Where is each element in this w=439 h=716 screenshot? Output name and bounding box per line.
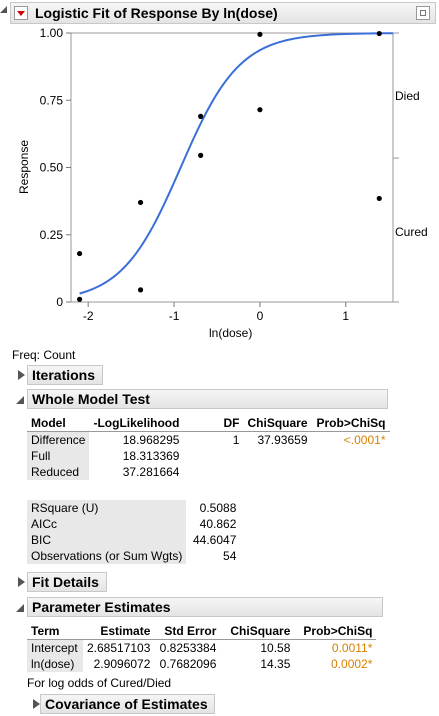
table-row: Reduced 37.281664 bbox=[27, 464, 390, 480]
stat-label: AICc bbox=[27, 516, 187, 532]
logistic-chart: -2 -1 0 1 0 0.25 0.50 0.75 1.00 bbox=[40, 26, 399, 323]
report-title: Logistic Fit of Response By ln(dose) bbox=[35, 5, 278, 21]
header-prob: Prob>ChiSq bbox=[311, 415, 390, 432]
stat-label: RSquare (U) bbox=[27, 500, 187, 516]
row-label: Difference bbox=[27, 431, 90, 448]
p-value: 0.0002* bbox=[331, 657, 373, 671]
row-label: Full bbox=[27, 448, 90, 464]
cell: 18.313369 bbox=[122, 449, 180, 463]
section-whole-model-label: Whole Model Test bbox=[32, 391, 150, 407]
stat-value: 54 bbox=[223, 549, 237, 563]
table-row: BIC 44.6047 bbox=[27, 532, 240, 548]
x-tick-label: -1 bbox=[169, 309, 180, 323]
table-row: Difference 18.968295 1 37.93659 <.0001* bbox=[27, 431, 390, 448]
stat-value: 40.862 bbox=[199, 517, 237, 531]
stat-value: 44.6047 bbox=[192, 533, 237, 547]
data-point bbox=[198, 113, 204, 119]
y-tick-label: 0.50 bbox=[40, 161, 64, 175]
expand-iterations-icon[interactable] bbox=[18, 370, 25, 380]
row-label: Reduced bbox=[27, 464, 90, 480]
row-label: Intercept bbox=[27, 639, 83, 656]
table-row: AICc 40.862 bbox=[27, 516, 240, 532]
cell: 2.9096072 bbox=[93, 657, 151, 671]
cell: 37.281664 bbox=[122, 465, 180, 479]
p-value: 0.0011* bbox=[331, 641, 373, 655]
plot-frame bbox=[70, 32, 394, 303]
x-axis-title: ln(dose) bbox=[209, 326, 253, 340]
freq-label: Freq: Count bbox=[12, 348, 76, 362]
cell: 0.8253384 bbox=[159, 641, 217, 655]
header-loglik: -LogLikelihood bbox=[89, 415, 184, 432]
fit-stats-table: RSquare (U) 0.5088 AICc 40.862 BIC 44.60… bbox=[27, 500, 240, 564]
header-stderr: Std Error bbox=[154, 623, 221, 640]
stat-label: Observations (or Sum Wgts) bbox=[27, 548, 187, 564]
cell: 2.68517103 bbox=[87, 641, 151, 655]
right-label-died: Died bbox=[395, 89, 420, 103]
header-chisq: ChiSquare bbox=[220, 623, 295, 640]
header-term: Term bbox=[27, 623, 83, 640]
param-estimates-table: Term Estimate Std Error ChiSquare Prob>C… bbox=[27, 623, 377, 672]
collapse-whole-model-icon[interactable] bbox=[16, 396, 24, 404]
y-axis-title: Response bbox=[17, 139, 32, 195]
header-model: Model bbox=[27, 415, 90, 432]
section-covariance[interactable]: Covariance of Estimates bbox=[40, 694, 215, 714]
cell: 1 bbox=[232, 433, 240, 447]
y-tick-label: 0.25 bbox=[40, 228, 64, 242]
cell: 37.93659 bbox=[257, 433, 308, 447]
y-tick-label: 0.75 bbox=[40, 93, 64, 107]
x-tick-label: 0 bbox=[257, 309, 264, 323]
y-tick-label: 1.00 bbox=[40, 26, 64, 40]
table-row: Full 18.313369 bbox=[27, 448, 390, 464]
row-label: ln(dose) bbox=[27, 656, 83, 672]
right-label-cured: Cured bbox=[395, 225, 428, 239]
y-tick-label: 0 bbox=[56, 295, 63, 309]
cell: 10.58 bbox=[260, 641, 291, 655]
header-estimate: Estimate bbox=[83, 623, 155, 640]
data-point bbox=[198, 152, 204, 158]
section-cov-label: Covariance of Estimates bbox=[45, 696, 208, 712]
footnote: For log odds of Cured/Died bbox=[27, 676, 172, 690]
data-point bbox=[137, 199, 144, 206]
table-row: RSquare (U) 0.5088 bbox=[27, 500, 240, 516]
expand-fit-details-icon[interactable] bbox=[18, 577, 25, 587]
stat-value: 0.5088 bbox=[199, 501, 237, 515]
section-iterations[interactable]: Iterations bbox=[27, 365, 103, 385]
close-icon[interactable] bbox=[416, 6, 430, 20]
data-point bbox=[257, 107, 263, 113]
red-triangle-menu-icon[interactable] bbox=[14, 6, 28, 20]
x-tick-label: -2 bbox=[83, 309, 94, 323]
table-row: Observations (or Sum Wgts) 54 bbox=[27, 548, 240, 564]
table-row: ln(dose) 2.9096072 0.7682096 14.35 0.000… bbox=[27, 656, 376, 672]
section-params-label: Parameter Estimates bbox=[32, 599, 171, 615]
section-param-estimates[interactable]: Parameter Estimates bbox=[27, 597, 383, 617]
collapse-triangle-icon[interactable] bbox=[0, 6, 7, 13]
cell: 0.7682096 bbox=[159, 657, 217, 671]
data-point bbox=[376, 30, 382, 37]
data-point bbox=[257, 31, 263, 37]
cell: 14.35 bbox=[260, 657, 291, 671]
stat-label: BIC bbox=[27, 532, 187, 548]
header-prob: Prob>ChiSq bbox=[294, 623, 377, 640]
header-chisq: ChiSquare bbox=[243, 415, 312, 432]
data-point bbox=[376, 195, 382, 202]
data-point bbox=[76, 250, 83, 257]
table-row: Intercept 2.68517103 0.8253384 10.58 0.0… bbox=[27, 639, 376, 656]
data-point bbox=[137, 287, 144, 293]
section-whole-model[interactable]: Whole Model Test bbox=[27, 389, 388, 409]
report-title-bar: Logistic Fit of Response By ln(dose) bbox=[10, 2, 436, 24]
expand-covariance-icon[interactable] bbox=[33, 699, 40, 709]
data-point bbox=[76, 296, 83, 302]
whole-model-table: Model -LogLikelihood DF ChiSquare Prob>C… bbox=[27, 415, 390, 480]
header-df: DF bbox=[183, 415, 244, 432]
section-fit-details[interactable]: Fit Details bbox=[27, 572, 107, 592]
cell: 18.968295 bbox=[122, 433, 180, 447]
section-iterations-label: Iterations bbox=[32, 367, 96, 383]
p-value: <.0001* bbox=[343, 433, 386, 447]
logistic-curve bbox=[79, 32, 394, 295]
section-fit-details-label: Fit Details bbox=[32, 574, 99, 590]
collapse-params-icon[interactable] bbox=[16, 604, 24, 612]
x-tick-label: 1 bbox=[342, 309, 349, 323]
